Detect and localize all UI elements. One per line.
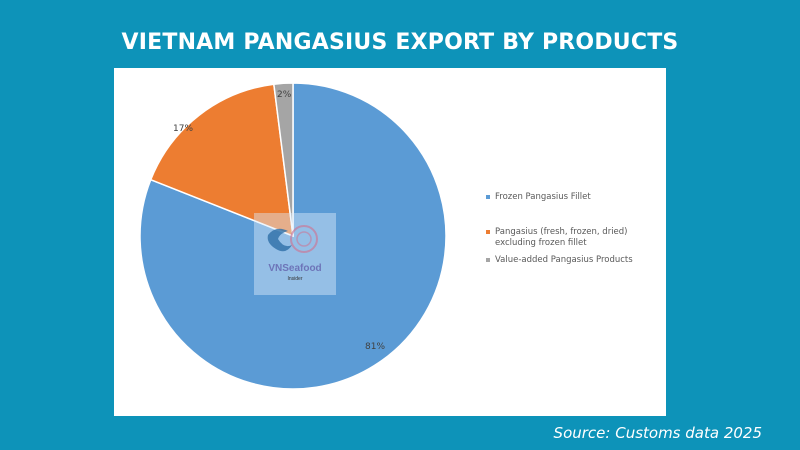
- chart-card: 81% 17% 2% VNSeafood Insider Frozen Pang…: [114, 68, 666, 416]
- legend-swatch: [486, 258, 490, 262]
- legend-item-value-added: Value-added Pangasius Products: [486, 255, 666, 266]
- legend-label: Frozen Pangasius Fillet: [495, 192, 591, 202]
- shrimp-fish-icon: [267, 225, 318, 253]
- legend-swatch: [486, 195, 490, 199]
- legend-swatch: [486, 230, 490, 234]
- legend-item-frozen-fillet: Frozen Pangasius Fillet: [486, 192, 666, 203]
- pie-chart: [139, 82, 447, 390]
- source-note: Source: Customs data 2025: [553, 424, 762, 442]
- chart-legend: Frozen Pangasius Fillet Pangasius (fresh…: [486, 192, 666, 266]
- vnseafood-logo: VNSeafood Insider: [254, 213, 336, 295]
- legend-item-other-pangasius: Pangasius (fresh, frozen, dried) excludi…: [486, 227, 666, 249]
- legend-label: Pangasius (fresh, frozen, dried) excludi…: [495, 227, 628, 248]
- logo-subtext: Insider: [287, 276, 303, 282]
- logo-text: VNSeafood: [268, 263, 322, 274]
- pie-slice-value-added: [272, 82, 294, 237]
- slice-label-value-added: 2%: [277, 90, 292, 100]
- slice-label-other-pangasius: 17%: [173, 124, 194, 134]
- slice-label-frozen-fillet: 81%: [365, 342, 386, 352]
- chart-title: VIETNAM PANGASIUS EXPORT BY PRODUCTS: [121, 30, 679, 55]
- legend-label: Value-added Pangasius Products: [495, 255, 633, 265]
- pie-slice-other-pangasius: [149, 83, 294, 238]
